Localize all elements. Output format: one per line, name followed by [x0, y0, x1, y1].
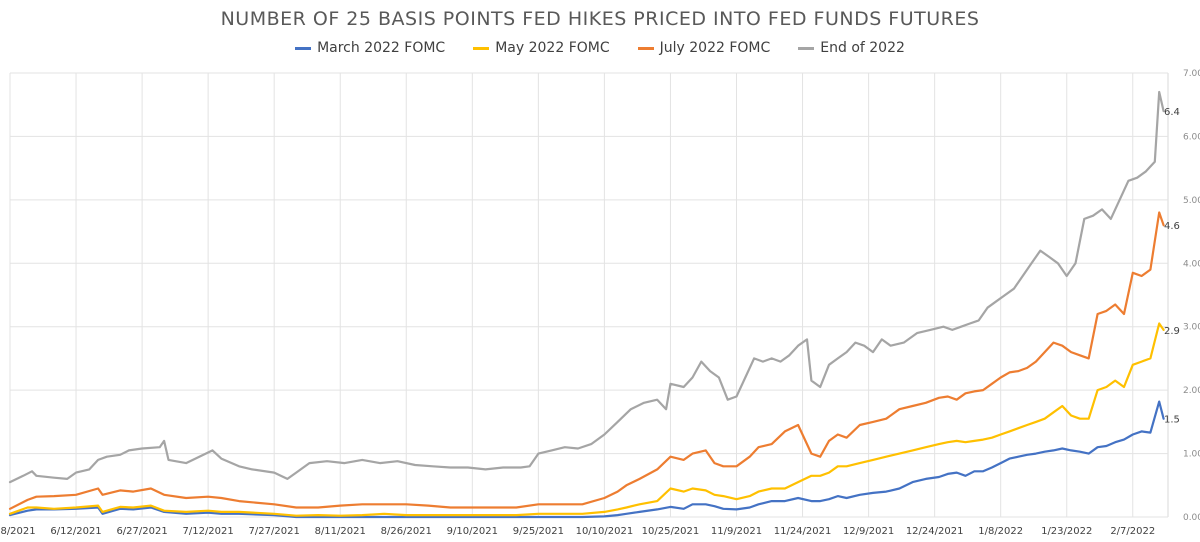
y-tick-label: 1.00: [1183, 450, 1200, 460]
x-tick-label: 10/10/2021: [576, 526, 634, 537]
x-tick-label: 8/11/2021: [315, 526, 366, 537]
y-tick-label: 3.00: [1183, 323, 1200, 333]
x-tick-label: 8/26/2021: [381, 526, 432, 537]
legend: March 2022 FOMC May 2022 FOMC July 2022 …: [0, 40, 1200, 56]
series-layer: [8, 90, 1165, 519]
series-line-march-2022-fomc: [8, 400, 1165, 519]
x-tick-label: 10/25/2021: [642, 526, 700, 537]
y-tick-label: 4.00: [1183, 259, 1200, 269]
x-tick-label: 6/12/2021: [50, 526, 101, 537]
x-tick-label: 11/24/2021: [774, 526, 832, 537]
legend-item-july: July 2022 FOMC: [637, 40, 771, 56]
chart-title: NUMBER OF 25 BASIS POINTS FED HIKES PRIC…: [220, 8, 980, 30]
series-line-july-2022-fomc: [8, 211, 1165, 510]
x-tick-label: 5/28/2021: [0, 526, 36, 537]
x-tick-label: 11/9/2021: [711, 526, 762, 537]
axis-layer: 0.00 1.00 2.00 3.00 4.00 5.00 6.00 7.00 5/28/202…: [0, 69, 1200, 537]
y-tick-label: 7.00: [1183, 69, 1200, 79]
x-tick-label: 7/12/2021: [182, 526, 233, 537]
y-tick-label: 2.00: [1183, 386, 1200, 396]
series-line-end-of-2022: [8, 90, 1165, 484]
legend-label-end2022: End of 2022: [820, 40, 905, 56]
legend-item-may: May 2022 FOMC: [473, 40, 610, 56]
legend-swatch-march: [295, 46, 312, 50]
x-tick-label: 9/25/2021: [513, 526, 564, 537]
x-tick-label: 2/7/2022: [1110, 526, 1155, 537]
end-value-label: 6.4: [1164, 107, 1180, 118]
x-tick-label: 1/23/2022: [1041, 526, 1092, 537]
end-value-label: 1.5: [1164, 415, 1180, 426]
series-line-may-2022-fomc: [8, 322, 1165, 517]
legend-label-july: July 2022 FOMC: [659, 40, 771, 56]
x-tick-label: 1/8/2022: [978, 526, 1023, 537]
legend-swatch-end2022: [798, 46, 815, 50]
y-tick-label: 0.00: [1183, 513, 1200, 523]
legend-item-end2022: End of 2022: [798, 40, 905, 56]
legend-label-march: March 2022 FOMC: [317, 40, 446, 56]
legend-swatch-may: [473, 46, 490, 50]
y-tick-label: 5.00: [1183, 196, 1200, 206]
end-value-label: 2.9: [1164, 326, 1180, 337]
x-tick-label: 6/27/2021: [116, 526, 167, 537]
y-tick-label: 6.00: [1183, 132, 1200, 142]
legend-label-may: May 2022 FOMC: [495, 40, 610, 56]
x-tick-label: 7/27/2021: [249, 526, 300, 537]
x-tick-label: 9/10/2021: [447, 526, 498, 537]
x-tick-label: 12/24/2021: [906, 526, 964, 537]
legend-item-march: March 2022 FOMC: [295, 40, 445, 56]
end-value-label: 4.6: [1164, 221, 1180, 232]
legend-swatch-july: [637, 46, 654, 50]
x-tick-label: 12/9/2021: [843, 526, 894, 537]
grid-layer: [9, 72, 1169, 518]
